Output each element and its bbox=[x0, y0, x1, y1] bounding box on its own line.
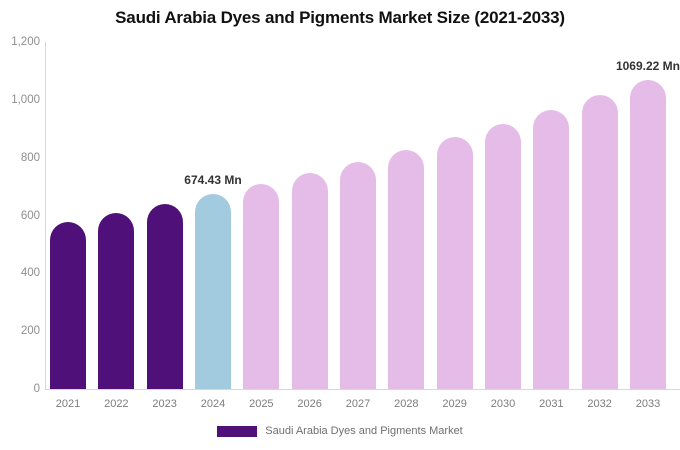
bar-2025[interactable] bbox=[243, 183, 280, 389]
x-label-2030: 2030 bbox=[490, 398, 516, 410]
x-label-2025: 2025 bbox=[249, 398, 274, 410]
bar-2031[interactable] bbox=[533, 109, 570, 389]
bar-2032[interactable] bbox=[581, 95, 618, 389]
value-label-2033: 1069.22 Mn bbox=[615, 58, 680, 73]
x-label-2024: 2024 bbox=[200, 398, 226, 410]
x-label-2029: 2029 bbox=[442, 398, 467, 410]
bar-2029[interactable] bbox=[436, 137, 473, 389]
y-tick-label-1200: 1,200 bbox=[11, 36, 40, 48]
y-tick-label-0: 0 bbox=[33, 383, 40, 395]
legend-label: Saudi Arabia Dyes and Pigments Market bbox=[265, 425, 463, 437]
bar-2023[interactable] bbox=[146, 203, 183, 389]
chart-title: Saudi Arabia Dyes and Pigments Market Si… bbox=[115, 8, 565, 27]
x-label-2023: 2023 bbox=[152, 398, 177, 410]
x-label-2027: 2027 bbox=[345, 398, 371, 410]
x-label-2022: 2022 bbox=[104, 398, 129, 410]
y-tick-label-600: 600 bbox=[20, 209, 40, 222]
y-tick-label-1000: 1,000 bbox=[11, 93, 40, 106]
y-tick-label-400: 400 bbox=[20, 267, 40, 280]
bar-2027[interactable] bbox=[339, 161, 376, 389]
legend-swatch bbox=[217, 425, 258, 437]
y-axis-line bbox=[45, 42, 46, 390]
legend[interactable]: Saudi Arabia Dyes and Pigments Market bbox=[0, 425, 680, 437]
x-label-2031: 2031 bbox=[539, 398, 564, 410]
x-label-2028: 2028 bbox=[394, 398, 419, 410]
y-tick-label-800: 800 bbox=[20, 151, 40, 164]
value-label-2024: 674.43 Mn bbox=[184, 172, 242, 187]
y-tick-label-200: 200 bbox=[20, 325, 40, 338]
bar-2030[interactable] bbox=[484, 123, 521, 389]
x-label-2032: 2032 bbox=[587, 398, 612, 410]
bar-2024[interactable] bbox=[194, 193, 231, 389]
bar-2026[interactable] bbox=[291, 172, 328, 389]
x-label-2033: 2033 bbox=[635, 398, 661, 410]
bar-2033[interactable] bbox=[629, 79, 666, 389]
bar-2022[interactable] bbox=[98, 212, 135, 389]
x-axis-line bbox=[45, 389, 680, 390]
bar-2021[interactable] bbox=[50, 221, 86, 389]
bar-2028[interactable] bbox=[388, 149, 425, 389]
x-label-2021: 2021 bbox=[55, 398, 81, 410]
x-label-2026: 2026 bbox=[297, 398, 322, 410]
